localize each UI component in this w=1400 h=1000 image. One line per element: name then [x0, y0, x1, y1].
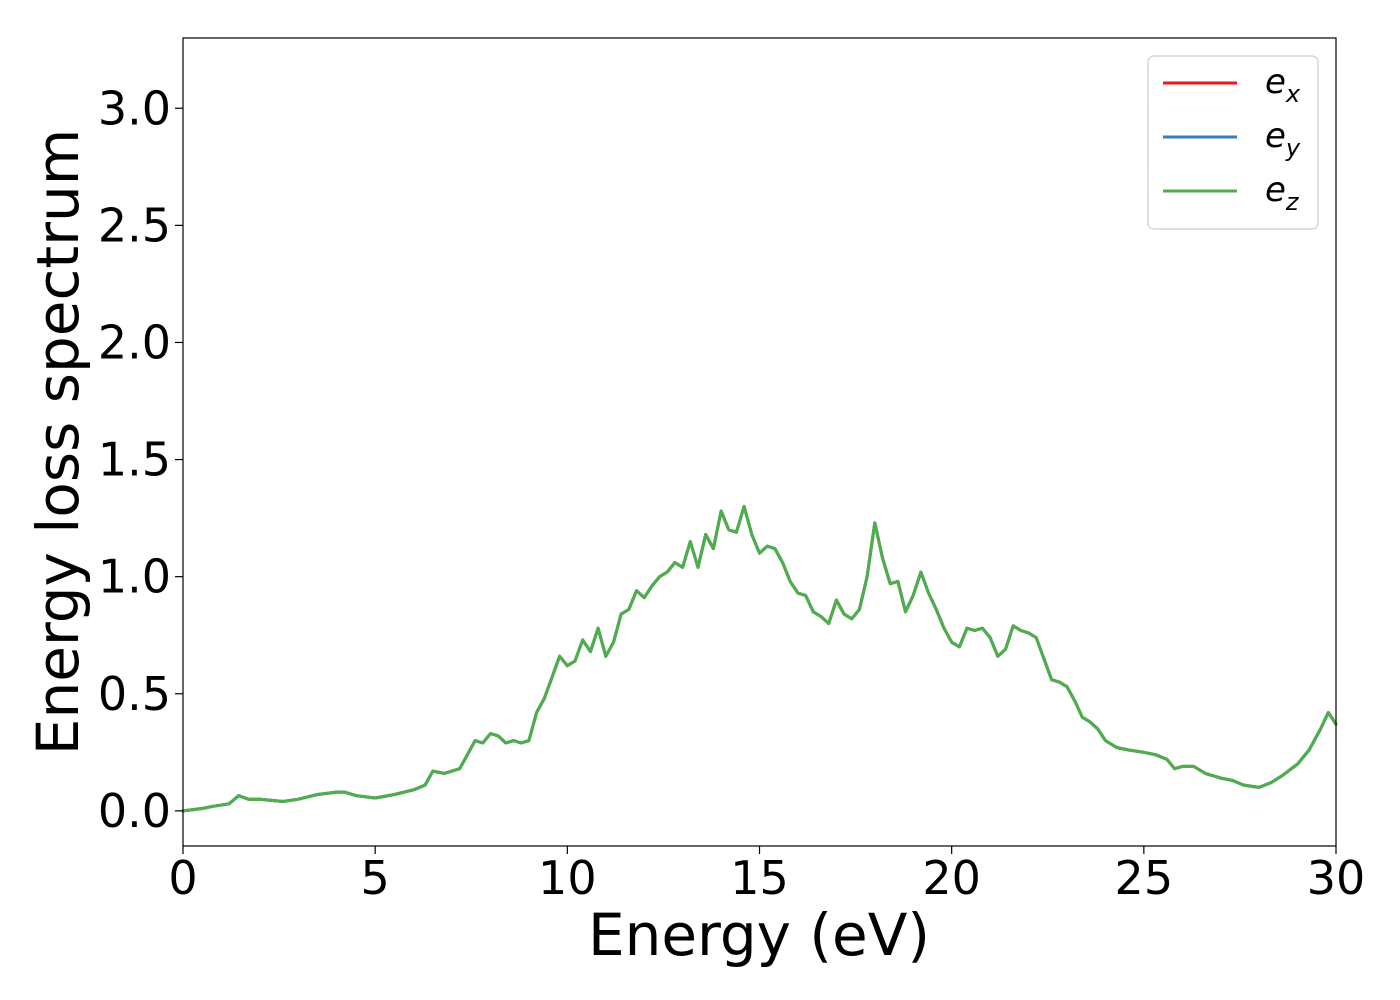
x-tick-label: 15 [730, 851, 789, 905]
legend-frame [1147, 55, 1319, 230]
x-axis: 0 5 10 15 20 25 30 [168, 846, 1365, 905]
y-tick-label: 0.5 [98, 667, 171, 721]
x-tick-label: 5 [361, 851, 390, 905]
series-layer [181, 504, 1338, 813]
y-tick-label: 2.5 [98, 198, 171, 252]
y-tick-label: 0.0 [98, 784, 171, 838]
y-axis: 0.0 0.5 1.0 1.5 2.0 2.5 3.0 [98, 81, 183, 838]
series-line-e-z [181, 504, 1338, 813]
x-tick-label: 30 [1307, 851, 1366, 905]
legend: ex ey ez [1147, 55, 1319, 230]
x-tick-label: 20 [922, 851, 981, 905]
y-tick-label: 1.5 [98, 433, 171, 487]
x-tick-label: 10 [538, 851, 597, 905]
legend-label-e-y: ey [1265, 116, 1301, 162]
legend-label-e-x: ex [1265, 62, 1301, 108]
y-tick-label: 3.0 [98, 81, 171, 135]
y-tick-label: 2.0 [98, 315, 171, 369]
x-tick-label: 0 [168, 851, 197, 905]
x-tick-label: 25 [1115, 851, 1174, 905]
y-axis-label: Energy loss spectrum [24, 129, 92, 755]
legend-label-e-z: ez [1265, 170, 1300, 216]
y-tick-label: 1.0 [98, 550, 171, 604]
x-axis-label: Energy (eV) [588, 901, 930, 969]
plot-background [183, 38, 1336, 846]
